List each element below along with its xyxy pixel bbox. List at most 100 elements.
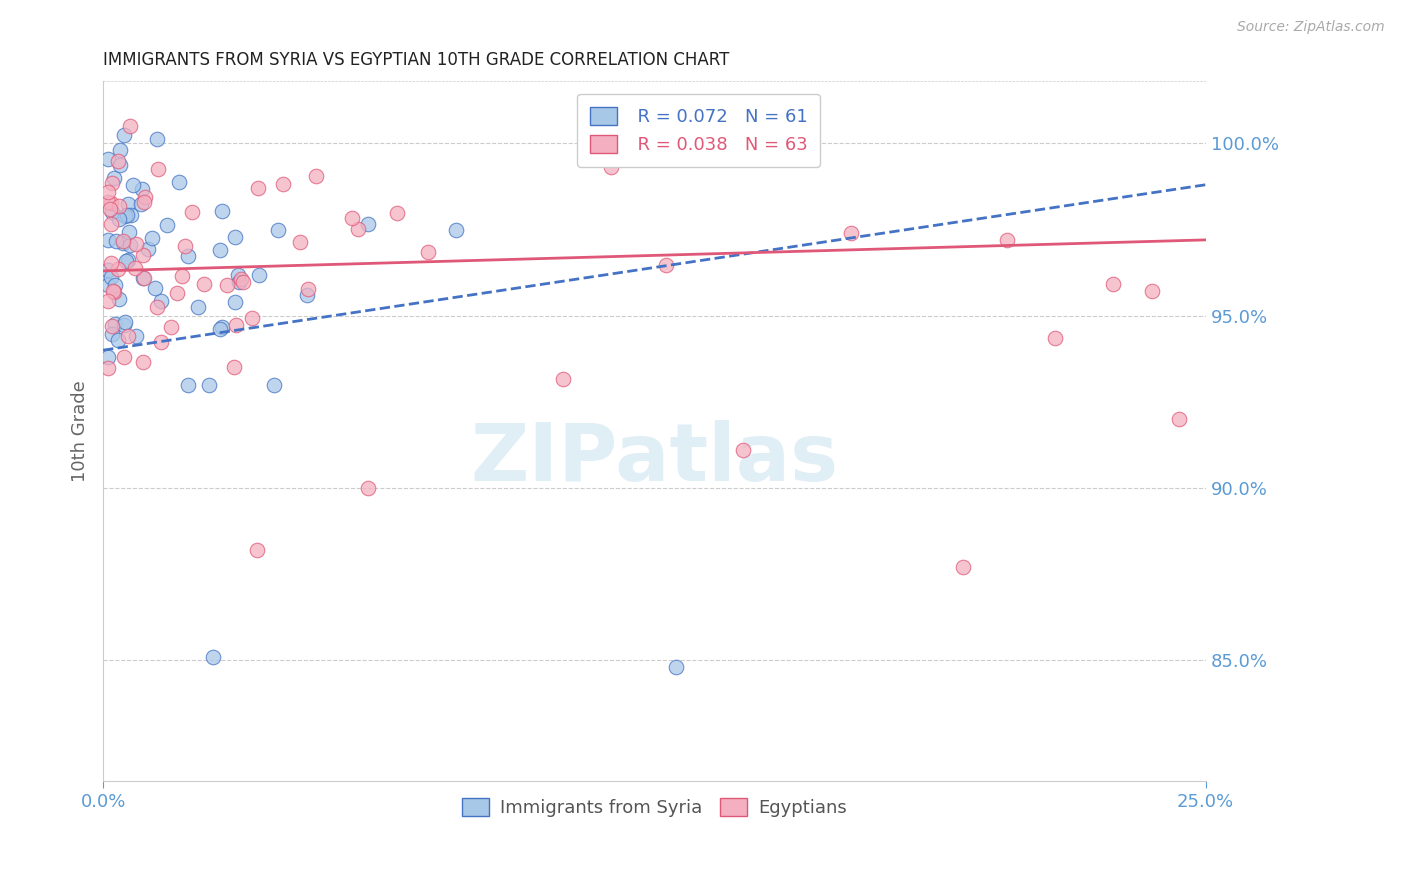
Point — [96, 185, 118, 199]
Point — [198, 377, 221, 392]
Point — [124, 261, 146, 276]
Point — [295, 288, 318, 302]
Point — [107, 262, 129, 277]
Point — [297, 282, 319, 296]
Point — [112, 318, 135, 333]
Point — [108, 158, 131, 172]
Point — [187, 300, 209, 314]
Text: IMMIGRANTS FROM SYRIA VS EGYPTIAN 10TH GRADE CORRELATION CHART: IMMIGRANTS FROM SYRIA VS EGYPTIAN 10TH G… — [103, 51, 730, 69]
Point — [115, 208, 138, 222]
Point — [134, 190, 156, 204]
Point — [132, 355, 155, 369]
Point — [131, 182, 153, 196]
Y-axis label: 10th Grade: 10th Grade — [72, 380, 89, 482]
Point — [143, 281, 166, 295]
Point — [132, 271, 155, 285]
Point — [240, 311, 263, 326]
Point — [665, 660, 688, 674]
Point — [112, 128, 135, 142]
Point — [1102, 277, 1125, 291]
Point — [232, 275, 254, 289]
Point — [267, 223, 290, 237]
Point — [117, 328, 139, 343]
Point — [141, 231, 163, 245]
Point — [134, 194, 156, 209]
Point — [117, 196, 139, 211]
Point — [100, 217, 122, 231]
Point — [224, 229, 246, 244]
Point — [225, 318, 247, 332]
Point — [101, 318, 124, 333]
Point — [100, 269, 122, 284]
Point — [228, 276, 250, 290]
Point — [246, 543, 269, 558]
Point — [952, 560, 974, 574]
Point — [145, 132, 167, 146]
Point — [150, 334, 173, 349]
Point — [114, 209, 136, 223]
Point — [305, 169, 328, 184]
Point — [103, 278, 125, 293]
Point — [599, 160, 621, 174]
Point — [246, 181, 269, 195]
Point — [96, 350, 118, 364]
Point — [96, 278, 118, 293]
Text: ZIPatlas: ZIPatlas — [470, 420, 838, 498]
Point — [118, 225, 141, 239]
Point — [96, 361, 118, 376]
Point — [103, 285, 125, 300]
Point — [385, 206, 408, 220]
Point — [112, 236, 135, 251]
Point — [132, 248, 155, 262]
Point — [129, 197, 152, 211]
Point — [100, 327, 122, 342]
Point — [101, 285, 124, 299]
Point — [101, 176, 124, 190]
Point — [138, 242, 160, 256]
Point — [96, 262, 118, 277]
Point — [288, 235, 311, 250]
Point — [839, 226, 862, 240]
Point — [115, 254, 138, 268]
Point — [117, 252, 139, 267]
Point — [122, 178, 145, 192]
Point — [209, 322, 232, 336]
Point — [96, 195, 118, 210]
Point — [120, 208, 142, 222]
Legend: Immigrants from Syria, Egyptians: Immigrants from Syria, Egyptians — [454, 790, 853, 824]
Point — [97, 152, 120, 166]
Point — [125, 236, 148, 251]
Point — [112, 350, 135, 364]
Point — [107, 153, 129, 168]
Point — [114, 315, 136, 329]
Point — [1142, 285, 1164, 299]
Point — [108, 199, 131, 213]
Point — [103, 170, 125, 185]
Point — [124, 328, 146, 343]
Point — [174, 239, 197, 253]
Point — [105, 234, 128, 248]
Point — [108, 143, 131, 157]
Point — [1043, 331, 1066, 345]
Point — [211, 319, 233, 334]
Point — [1167, 412, 1189, 426]
Point — [340, 211, 363, 225]
Point — [211, 203, 233, 218]
Point — [416, 244, 439, 259]
Point — [444, 223, 467, 237]
Point — [132, 271, 155, 285]
Point — [209, 243, 232, 257]
Point — [96, 233, 118, 247]
Point — [98, 202, 121, 216]
Point — [224, 294, 246, 309]
Point — [96, 293, 118, 308]
Point — [149, 294, 172, 309]
Point — [100, 195, 122, 210]
Point — [226, 268, 249, 282]
Point — [160, 320, 183, 334]
Point — [177, 249, 200, 263]
Point — [247, 268, 270, 283]
Point — [347, 222, 370, 236]
Point — [146, 300, 169, 314]
Point — [357, 217, 380, 231]
